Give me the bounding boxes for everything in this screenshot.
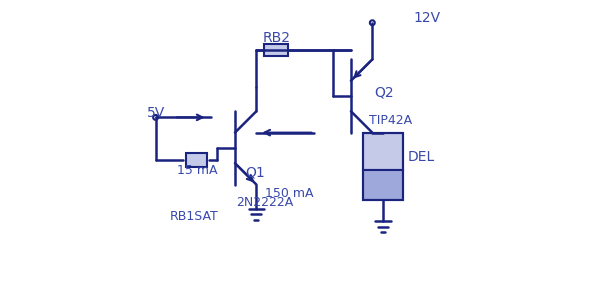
- Text: 12V: 12V: [413, 11, 440, 25]
- Text: TIP42A: TIP42A: [369, 114, 413, 127]
- Bar: [264, 44, 288, 56]
- Text: 5V: 5V: [146, 106, 165, 120]
- Text: RB2: RB2: [262, 31, 291, 45]
- Text: 150 mA: 150 mA: [265, 187, 314, 200]
- Text: 2N2222A: 2N2222A: [236, 196, 294, 209]
- Bar: [186, 153, 207, 167]
- Text: 15 mA: 15 mA: [177, 164, 217, 177]
- Text: Q1: Q1: [246, 165, 265, 179]
- Text: DEL: DEL: [407, 150, 435, 164]
- Text: Q2: Q2: [374, 86, 394, 100]
- Bar: [363, 133, 403, 170]
- Text: RB1SAT: RB1SAT: [169, 210, 218, 223]
- Bar: [363, 133, 403, 200]
- Bar: [363, 170, 403, 200]
